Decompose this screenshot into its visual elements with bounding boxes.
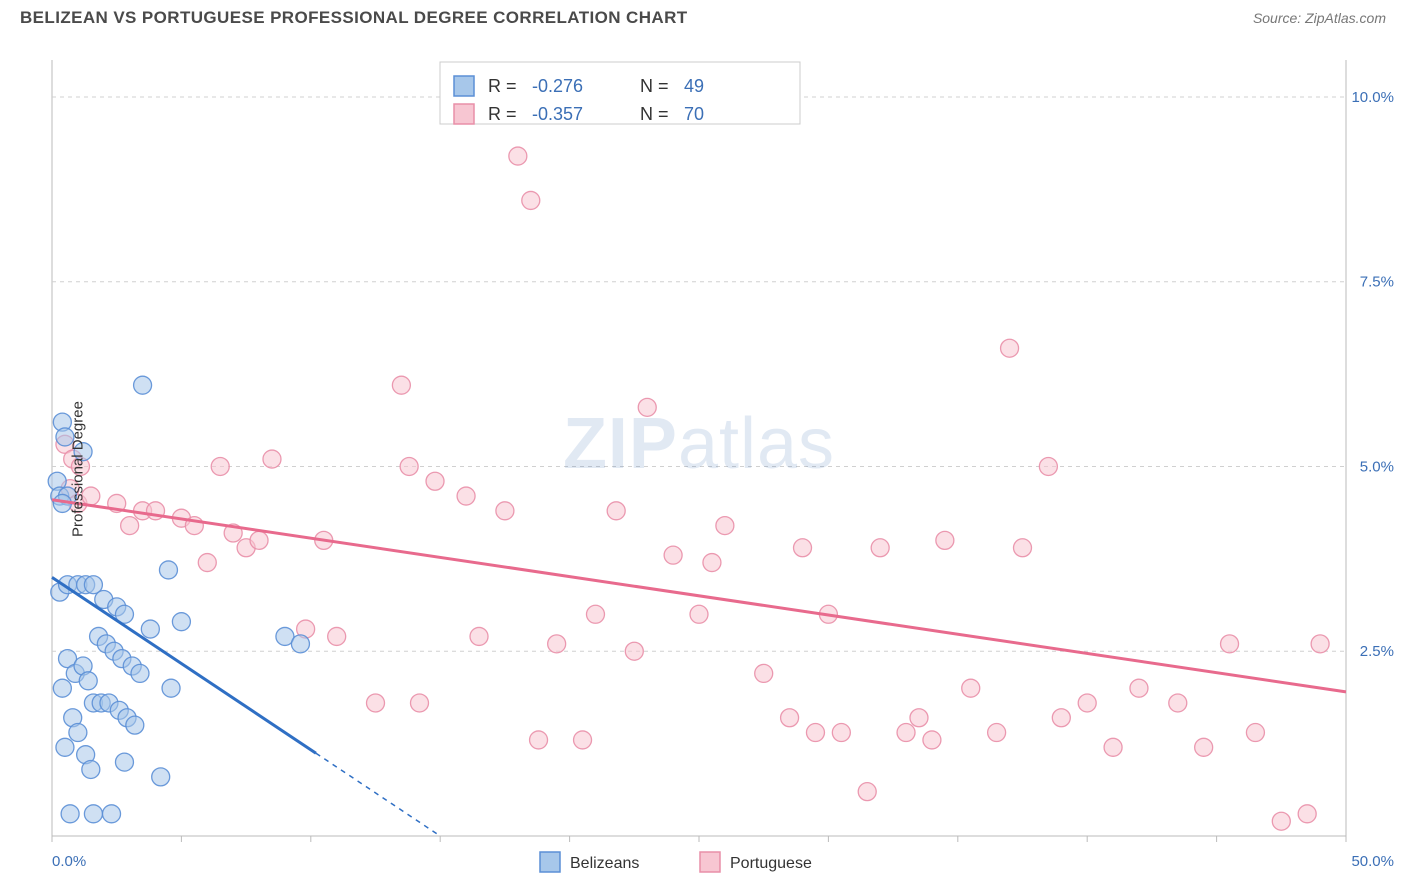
svg-text:2.5%: 2.5% (1360, 643, 1394, 660)
source-attribution: Source: ZipAtlas.com (1253, 10, 1386, 26)
svg-text:10.0%: 10.0% (1351, 89, 1394, 106)
svg-text:Portuguese: Portuguese (730, 855, 812, 872)
svg-text:-0.276: -0.276 (532, 76, 583, 96)
chart-title: BELIZEAN VS PORTUGUESE PROFESSIONAL DEGR… (20, 8, 688, 28)
svg-text:ZIPatlas: ZIPatlas (563, 404, 835, 484)
svg-text:49: 49 (684, 76, 704, 96)
svg-text:5.0%: 5.0% (1360, 458, 1394, 475)
scatter-chart: 2.5% 5.0% 7.5% 10.0% 0.0% 50.0% ZIPatlas R = -0.… (0, 46, 1406, 892)
svg-text:70: 70 (684, 104, 704, 124)
svg-text:N =: N = (640, 104, 669, 124)
svg-text:R =: R = (488, 76, 517, 96)
svg-text:50.0%: 50.0% (1351, 853, 1394, 870)
svg-text:7.5%: 7.5% (1360, 274, 1394, 291)
y-axis-label: Professional Degree (69, 401, 86, 537)
svg-text:R =: R = (488, 104, 517, 124)
svg-text:-0.357: -0.357 (532, 104, 583, 124)
svg-text:0.0%: 0.0% (52, 853, 86, 870)
svg-text:Belizeans: Belizeans (570, 855, 639, 872)
svg-text:N =: N = (640, 76, 669, 96)
chart-container: Professional Degree 2.5% 5.0% 7.5% 10.0% 0.0… (0, 46, 1406, 892)
